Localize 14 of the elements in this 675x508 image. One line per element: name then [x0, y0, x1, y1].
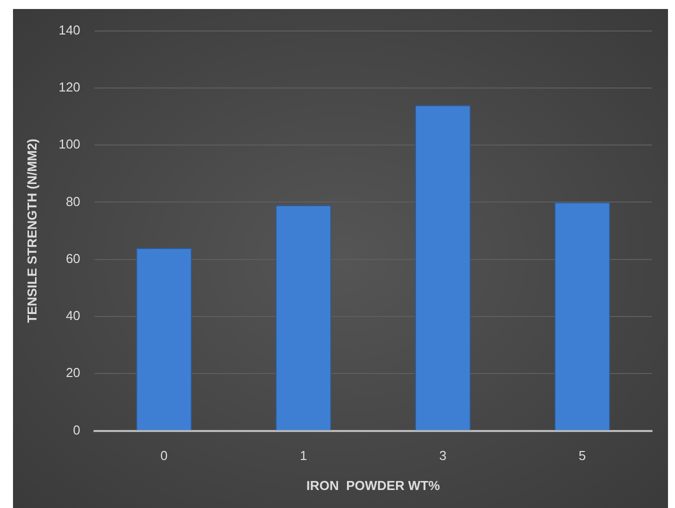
x-tick-label: 1	[300, 448, 308, 464]
y-tick-label: 0	[73, 422, 80, 438]
x-tick-label: 5	[578, 448, 586, 464]
y-tick-label: 80	[66, 194, 80, 209]
y-tick-label: 40	[66, 308, 80, 324]
y-tick-label: 20	[66, 365, 80, 380]
y-tick-label: 140	[58, 22, 80, 38]
x-tick-label: 3	[439, 448, 446, 464]
y-axis-title: TENSILE STRENGTH (N/MM2)	[24, 138, 40, 323]
x-tick-label: 0	[160, 448, 168, 464]
y-tick-label: 60	[66, 250, 80, 266]
x-axis-title: IRON POWDER WT%	[306, 478, 440, 493]
y-tick-label: 120	[58, 80, 80, 95]
y-tick-label: 100	[58, 136, 80, 152]
